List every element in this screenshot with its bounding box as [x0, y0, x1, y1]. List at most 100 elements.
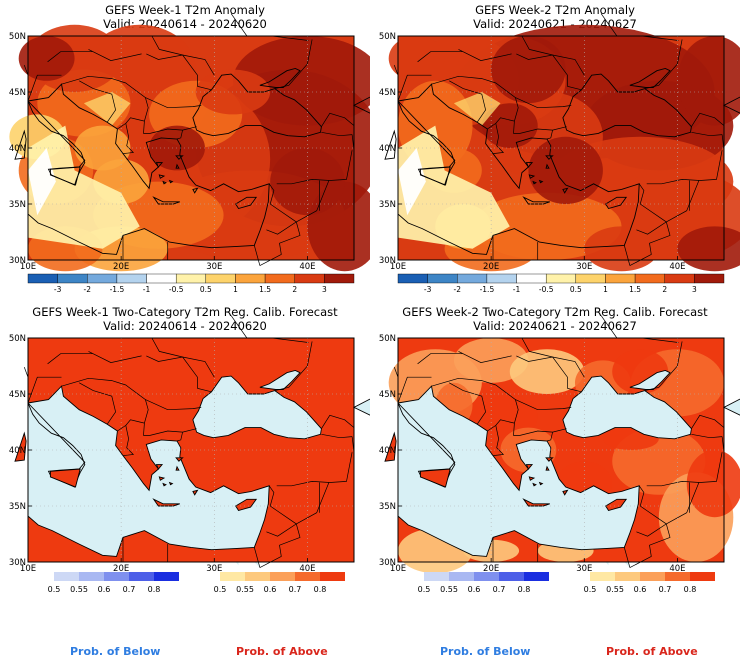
- lon-tick-label: 20E: [113, 262, 129, 272]
- colorbar-label: 0.5: [214, 585, 227, 594]
- colorbar-swatch: [427, 273, 458, 284]
- colorbar-swatch: [27, 273, 58, 284]
- country-border: [182, 54, 215, 76]
- lon-tick-label: 30E: [576, 564, 592, 574]
- colorbar-swatch: [516, 273, 547, 284]
- colorbar-swatch: [499, 572, 524, 581]
- lat-tick-label: 40N: [379, 144, 396, 154]
- colorbar-label: 0.8: [684, 585, 697, 594]
- country-border: [487, 117, 515, 130]
- lat-tick-label: 30N: [379, 256, 396, 266]
- country-border: [176, 130, 183, 140]
- country-border: [431, 75, 519, 122]
- country-border: [644, 341, 683, 391]
- coastlines: [384, 68, 740, 255]
- panel-title: GEFS Week-2 Two-Category T2m Reg. Calib.…: [402, 305, 708, 319]
- colorbar-label: 3: [322, 285, 327, 294]
- panel-valid: Valid: 20240614 - 20240620: [103, 319, 267, 333]
- island: [192, 187, 199, 194]
- lon-tick-label: 40E: [299, 564, 315, 574]
- colorbar-label: 0.8: [314, 585, 327, 594]
- colorbar-label: -3: [424, 285, 432, 294]
- island: [525, 162, 534, 168]
- country-border: [458, 49, 512, 61]
- lat-tick-label: 30N: [9, 256, 26, 266]
- sea-area: [398, 403, 455, 487]
- country-border: [515, 399, 572, 411]
- country-border: [176, 432, 183, 442]
- island: [525, 464, 534, 470]
- lat-tick-label: 45N: [379, 88, 396, 98]
- country-border: [516, 53, 582, 91]
- gridlines: [398, 338, 724, 562]
- colorbar-swatch: [79, 572, 104, 581]
- country-border: [47, 51, 93, 63]
- island: [419, 166, 451, 186]
- colorbar-swatch: [295, 572, 320, 581]
- coastline: [562, 73, 692, 138]
- colorbar-label: 0.8: [518, 585, 531, 594]
- lon-tick-label: 40E: [669, 564, 685, 574]
- lon-tick-label: 30E: [576, 262, 592, 272]
- coastline: [352, 398, 370, 416]
- country-border: [552, 54, 585, 76]
- island: [532, 180, 537, 185]
- country-border: [253, 245, 261, 266]
- country-border: [629, 523, 671, 568]
- lat-tick-label: 50N: [379, 334, 396, 344]
- panel-title: GEFS Week-2 T2m Anomaly: [475, 3, 635, 17]
- colorbar-label: 0.5: [584, 585, 597, 594]
- sea-area: [724, 399, 740, 416]
- island: [235, 196, 258, 210]
- country-border: [88, 49, 142, 61]
- colorbar-label: 2: [292, 285, 297, 294]
- country-border: [79, 382, 116, 425]
- borders: [23, 315, 355, 568]
- colorbar-label: -2: [454, 285, 462, 294]
- coastline: [192, 73, 322, 138]
- colorbar-swatch: [605, 273, 636, 284]
- colorbar-swatch: [474, 572, 499, 581]
- country-border: [321, 433, 353, 439]
- country-border: [691, 414, 725, 429]
- sea-area: [629, 370, 670, 390]
- country-border: [691, 433, 723, 439]
- coastlines: [384, 370, 740, 557]
- country-border: [629, 221, 671, 266]
- country-border: [274, 39, 313, 89]
- country-border: [296, 180, 330, 223]
- colorbar-label: 0.55: [236, 585, 254, 594]
- country-border: [458, 351, 512, 363]
- island: [562, 187, 569, 194]
- country-border: [638, 485, 645, 507]
- colorbar-label: 0.7: [289, 585, 302, 594]
- country-border: [492, 123, 505, 154]
- anomaly-blob: [28, 148, 56, 216]
- colorbar-label: -1.5: [110, 285, 125, 294]
- colorbar-swatch: [634, 273, 665, 284]
- prob-blob: [481, 394, 538, 439]
- coastline: [562, 375, 692, 440]
- prob-above-label: Prob. of Above: [236, 645, 328, 658]
- island: [522, 196, 550, 205]
- anomaly-blob: [453, 92, 501, 126]
- panel-valid: Valid: 20240621 - 20240627: [473, 319, 637, 333]
- panel-title: GEFS Week-1 Two-Category T2m Reg. Calib.…: [32, 305, 338, 319]
- anomaly-blob: [398, 125, 510, 249]
- country-border: [145, 97, 202, 109]
- country-border: [417, 51, 463, 63]
- island: [384, 129, 397, 160]
- island: [532, 482, 537, 487]
- sea-area: [28, 403, 85, 487]
- lon-tick-label: 20E: [483, 262, 499, 272]
- sea-area: [562, 376, 692, 439]
- colorbar-label: 0.8: [148, 585, 161, 594]
- colorbar-label: 1.5: [629, 285, 641, 294]
- island: [155, 162, 164, 168]
- island: [538, 179, 544, 184]
- lat-tick-label: 35N: [379, 200, 396, 210]
- colorbar-swatch: [640, 572, 665, 581]
